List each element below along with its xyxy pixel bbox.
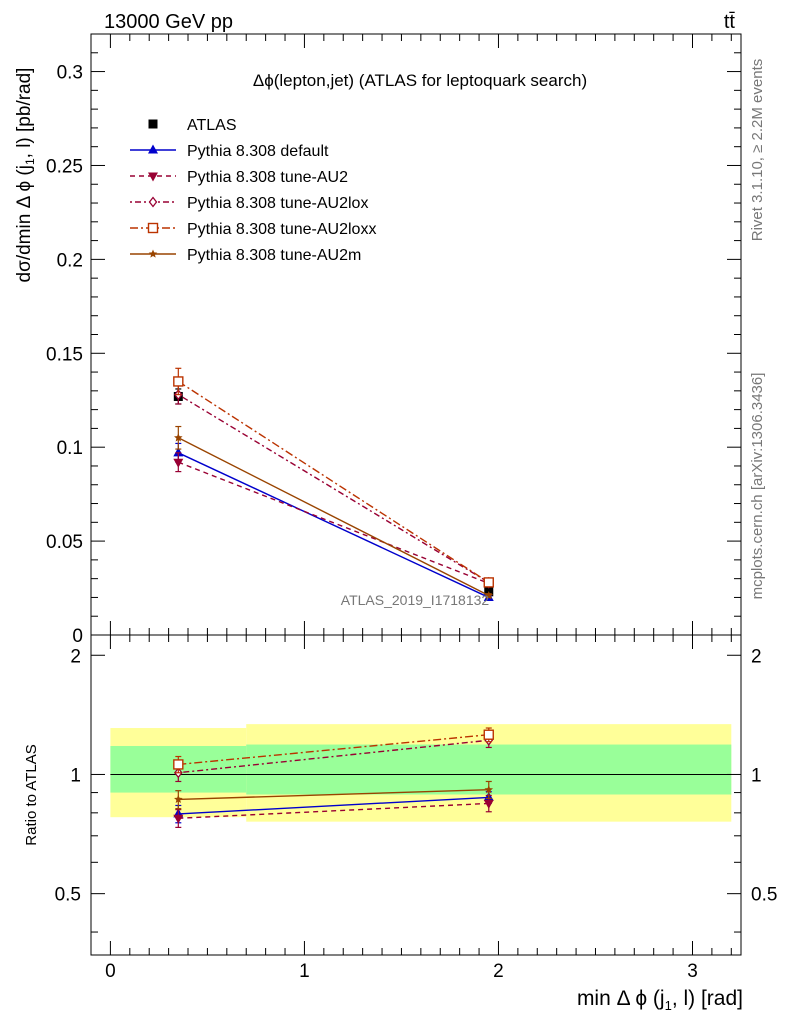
legend-label: Pythia 8.308 tune-AU2 bbox=[187, 169, 348, 186]
series-line bbox=[177, 394, 490, 584]
ratio-series-line bbox=[178, 734, 489, 766]
legend-marker bbox=[148, 196, 158, 208]
data-point bbox=[484, 591, 494, 600]
legend-label: Pythia 8.308 tune-AU2loxx bbox=[187, 221, 376, 238]
y-tick-label: 0.15 bbox=[46, 344, 83, 365]
ratio-point bbox=[483, 729, 494, 740]
ratio-point bbox=[173, 814, 184, 824]
series-line bbox=[178, 452, 490, 599]
y-tick-label: 0.1 bbox=[57, 438, 83, 459]
ratio-point bbox=[174, 794, 183, 804]
ratio-frame bbox=[90, 634, 742, 956]
legend-label: Pythia 8.308 tune-AU2m bbox=[187, 247, 361, 264]
ratio-point bbox=[484, 785, 494, 794]
ratio-panel: 0 1 2 3 0.5 0.5 1 1 2 2 bbox=[55, 634, 777, 982]
series-line bbox=[177, 380, 490, 584]
y-tick-label: 0 bbox=[72, 626, 83, 647]
legend-label: ATLAS bbox=[187, 117, 237, 134]
y-axis-label-b: , l) [pb/rad] bbox=[14, 68, 35, 159]
plot-title: Δϕ(lepton,jet) (ATLAS for leptoquark sea… bbox=[253, 71, 587, 90]
analysis-watermark: ATLAS_2019_I1718132 bbox=[341, 592, 490, 608]
y-tick-label: 0.3 bbox=[57, 63, 83, 84]
ratio-series-line bbox=[178, 739, 489, 774]
ratio-tick-label-right: 0.5 bbox=[751, 885, 777, 906]
legend: ATLAS Pythia 8.308 default Pythia 8.308 tu… bbox=[130, 117, 376, 264]
x-axis-label-sub: 1 bbox=[665, 998, 672, 1013]
ratio-tick-label-left: 1 bbox=[70, 765, 81, 786]
ratio-series-line bbox=[178, 802, 489, 819]
ratio-series-line bbox=[178, 789, 489, 801]
data-point bbox=[173, 376, 184, 387]
x-tick-label: 0 bbox=[105, 961, 116, 982]
legend-marker bbox=[148, 172, 158, 182]
legend-label: Pythia 8.308 tune-AU2lox bbox=[187, 195, 368, 212]
y-tick-label: 0.2 bbox=[57, 250, 83, 271]
legend-marker bbox=[148, 119, 158, 129]
header-energy-label: 13000 GeV pp bbox=[104, 11, 233, 33]
legend-label: Pythia 8.308 default bbox=[187, 143, 329, 160]
ratio-tick-label-right: 2 bbox=[751, 646, 762, 667]
legend-marker bbox=[148, 249, 158, 258]
y-tick-label: 0.25 bbox=[46, 156, 83, 177]
main-panel: 0 0.05 0.1 0.15 0.2 0.25 0.3 bbox=[46, 33, 742, 647]
x-axis-label-b: , l) [rad] bbox=[672, 987, 743, 1010]
y-axis-label: dσ/dmin Δ ϕ (j1, l) [pb/rad] bbox=[14, 68, 37, 283]
y-tick-label: 0.05 bbox=[46, 532, 83, 553]
x-tick-label: 1 bbox=[299, 961, 310, 982]
header-process-label: tt̄ bbox=[724, 11, 736, 33]
ratio-axis-label: Ratio to ATLAS bbox=[23, 744, 40, 845]
x-tick-label: 2 bbox=[493, 961, 504, 982]
data-point bbox=[483, 577, 494, 588]
data-point bbox=[173, 458, 184, 468]
mcplots-label: mcplots.cern.ch [arXiv:1306.3436] bbox=[749, 373, 766, 600]
y-axis-label-a: dσ/dmin Δ ϕ (j bbox=[14, 165, 35, 282]
legend-marker bbox=[147, 222, 159, 234]
ratio-tick-label-right: 1 bbox=[751, 765, 762, 786]
x-tick-label: 3 bbox=[687, 961, 698, 982]
y-axis-label-sub: 1 bbox=[23, 158, 37, 165]
data-point bbox=[174, 433, 183, 442]
x-axis-label: min Δ ϕ (j1, l) [rad] bbox=[577, 987, 743, 1013]
series-line bbox=[178, 461, 490, 585]
data-point bbox=[173, 447, 184, 457]
ratio-tick-label-left: 0.5 bbox=[55, 885, 81, 906]
ratio-tick-label-left: 2 bbox=[70, 646, 81, 667]
legend-marker bbox=[148, 144, 158, 154]
ratio-point bbox=[483, 799, 494, 809]
ratio-series-line bbox=[178, 796, 489, 815]
series-line bbox=[177, 437, 490, 597]
ratio-point bbox=[173, 759, 184, 770]
rivet-label: Rivet 3.1.10, ≥ 2.2M events bbox=[749, 59, 766, 242]
x-axis-label-a: min Δ ϕ (j bbox=[577, 987, 665, 1010]
